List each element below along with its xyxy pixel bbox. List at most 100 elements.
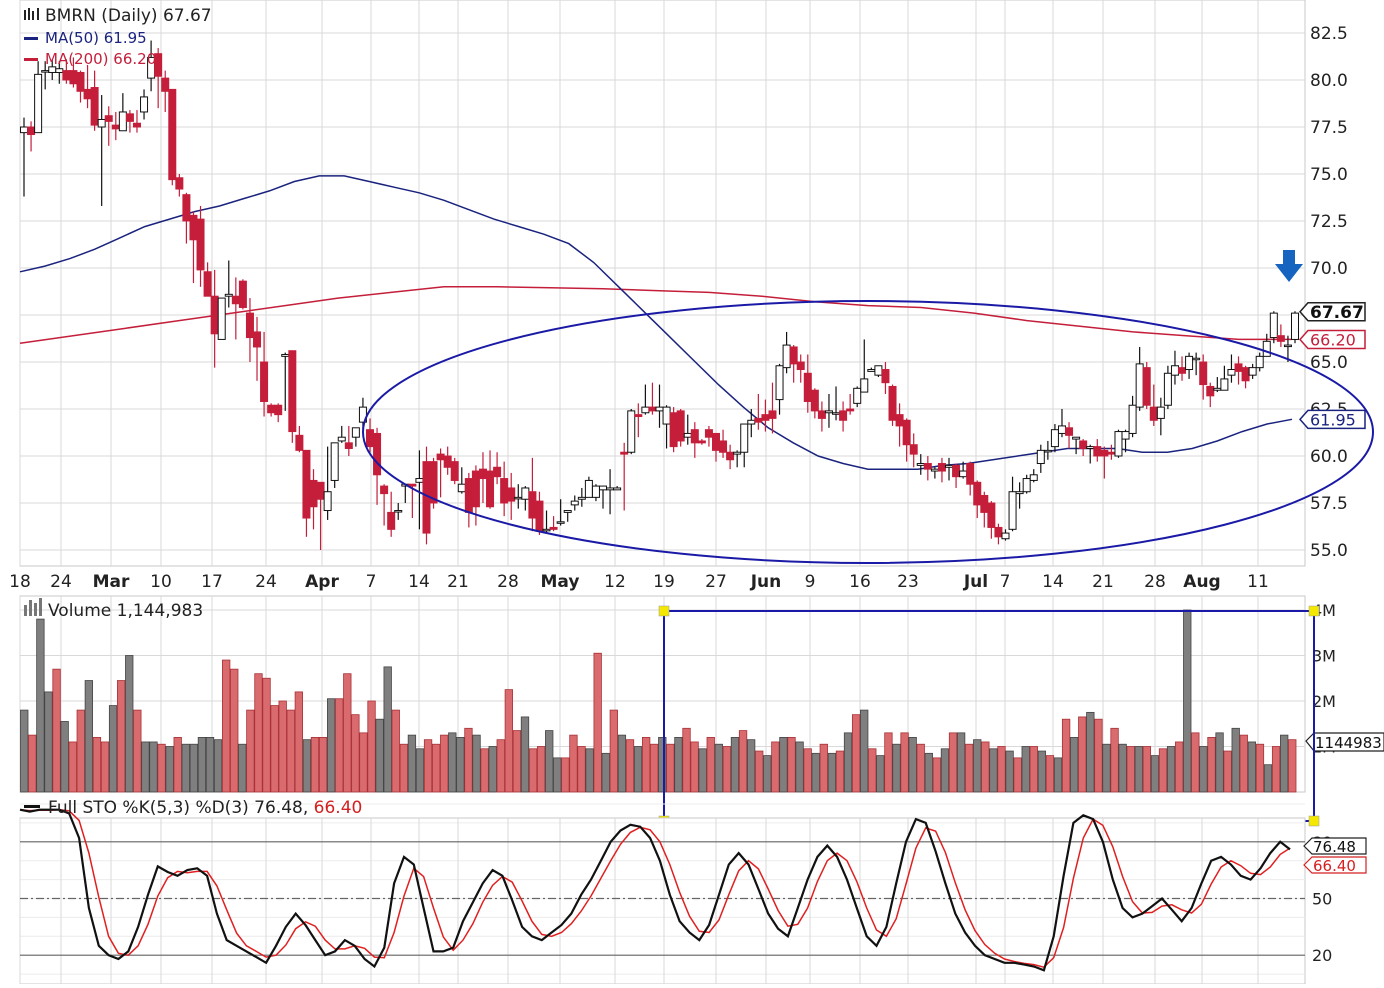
candle-body xyxy=(380,485,389,495)
candle-body xyxy=(478,468,487,480)
candle xyxy=(1206,382,1215,408)
candle-body xyxy=(570,500,579,506)
ma200-badge: 66.20 xyxy=(1298,329,1366,349)
volume-bar xyxy=(948,732,958,793)
candle-body xyxy=(351,427,360,438)
price-tick-label: 55.0 xyxy=(1310,541,1348,561)
volume-bar xyxy=(117,680,126,793)
candle xyxy=(507,472,516,520)
volume-bar xyxy=(108,705,118,793)
candle-body xyxy=(563,510,572,513)
volume-bar xyxy=(68,741,77,793)
candle-body xyxy=(69,70,78,85)
price-tick-label: 77.5 xyxy=(1310,118,1348,138)
candle-body xyxy=(1178,367,1187,374)
candle xyxy=(542,510,551,534)
stochastic-k-badge: 76.48 xyxy=(1303,837,1367,856)
volume-bar xyxy=(746,739,756,793)
candle-body xyxy=(408,483,417,487)
candle xyxy=(888,384,897,426)
candle xyxy=(168,88,177,186)
candle-body xyxy=(154,53,163,77)
candle xyxy=(803,354,812,413)
candle-body xyxy=(1220,378,1229,391)
volume-bar xyxy=(375,718,384,793)
candle xyxy=(161,70,170,112)
candle-body xyxy=(1163,372,1172,406)
date-tick-label: Aug xyxy=(1183,572,1220,592)
candle-body xyxy=(132,122,141,128)
volume-bar xyxy=(1078,716,1087,793)
candle xyxy=(874,365,883,378)
volume-bar xyxy=(181,743,190,793)
candle xyxy=(394,503,403,520)
candle-body xyxy=(945,464,954,468)
volume-bar xyxy=(343,673,352,793)
volume-bar xyxy=(1126,746,1135,793)
candle-body xyxy=(860,378,869,393)
volume-bar xyxy=(141,741,150,793)
candle xyxy=(733,450,742,468)
volume-bar xyxy=(100,741,110,793)
candle-body xyxy=(486,470,495,508)
volume-bar xyxy=(1207,737,1216,793)
volume-bar xyxy=(1086,711,1095,793)
volume-bar xyxy=(84,680,94,793)
candle-body xyxy=(330,442,339,481)
candle-body xyxy=(683,432,692,438)
selection-handle-top-right[interactable] xyxy=(1308,605,1320,617)
volume-bar xyxy=(246,709,255,793)
volume-bar xyxy=(1021,746,1030,793)
candle-body xyxy=(20,126,28,134)
candle-body xyxy=(973,481,982,506)
candle-body xyxy=(27,126,36,136)
volume-bar xyxy=(755,750,764,793)
volume-bar xyxy=(658,737,667,793)
candle xyxy=(973,480,982,519)
candle-body xyxy=(719,440,728,453)
volume-bar xyxy=(383,666,392,793)
volume-bar xyxy=(641,737,651,793)
volume-bar xyxy=(698,748,707,793)
volume-bar xyxy=(577,746,586,793)
volume-bar xyxy=(512,730,522,793)
candle-body xyxy=(1135,363,1144,408)
volume-bar xyxy=(286,709,295,793)
candle xyxy=(1255,352,1264,372)
volume-bar xyxy=(956,732,966,793)
volume-bar xyxy=(965,743,974,793)
volume-bar xyxy=(456,737,465,793)
volume-bar xyxy=(633,746,643,793)
candle-body xyxy=(994,526,1003,538)
price-tick-label: 60.0 xyxy=(1310,447,1348,467)
candle-body xyxy=(1276,335,1285,342)
stochastic-title: Full STO %K(5,3) %D(3) 76.48, 66.40 xyxy=(48,798,362,818)
candle xyxy=(97,95,106,206)
stochastic-tick-label: 50 xyxy=(1312,890,1332,909)
candle-body xyxy=(620,451,629,455)
candle-body xyxy=(789,346,798,365)
date-tick-label: 23 xyxy=(897,572,919,592)
candle xyxy=(238,279,247,310)
volume-bar xyxy=(528,748,538,793)
candle xyxy=(1142,362,1151,409)
volume-bar xyxy=(1183,609,1192,793)
candle xyxy=(154,48,163,109)
selection-handle-top-left[interactable] xyxy=(658,605,670,617)
candle xyxy=(274,403,283,423)
candle-body xyxy=(55,68,64,73)
ma50-value: 61.95 xyxy=(1310,410,1356,429)
candle-body xyxy=(443,455,452,468)
price-legend: BMRN (Daily) 67.67 MA(50) 61.95 MA(200) … xyxy=(24,6,212,68)
last-price-badge: 67.67 xyxy=(1298,302,1366,323)
price-tick-label: 65.0 xyxy=(1310,353,1348,373)
selection-handle-bottom-right[interactable] xyxy=(1308,815,1320,827)
candle-body xyxy=(987,502,996,528)
candle-body xyxy=(1206,385,1215,397)
volume-bar xyxy=(1013,757,1022,793)
volume-bar xyxy=(262,677,271,793)
candle-body xyxy=(514,496,523,500)
candle xyxy=(1015,482,1024,509)
candle xyxy=(1065,422,1074,449)
